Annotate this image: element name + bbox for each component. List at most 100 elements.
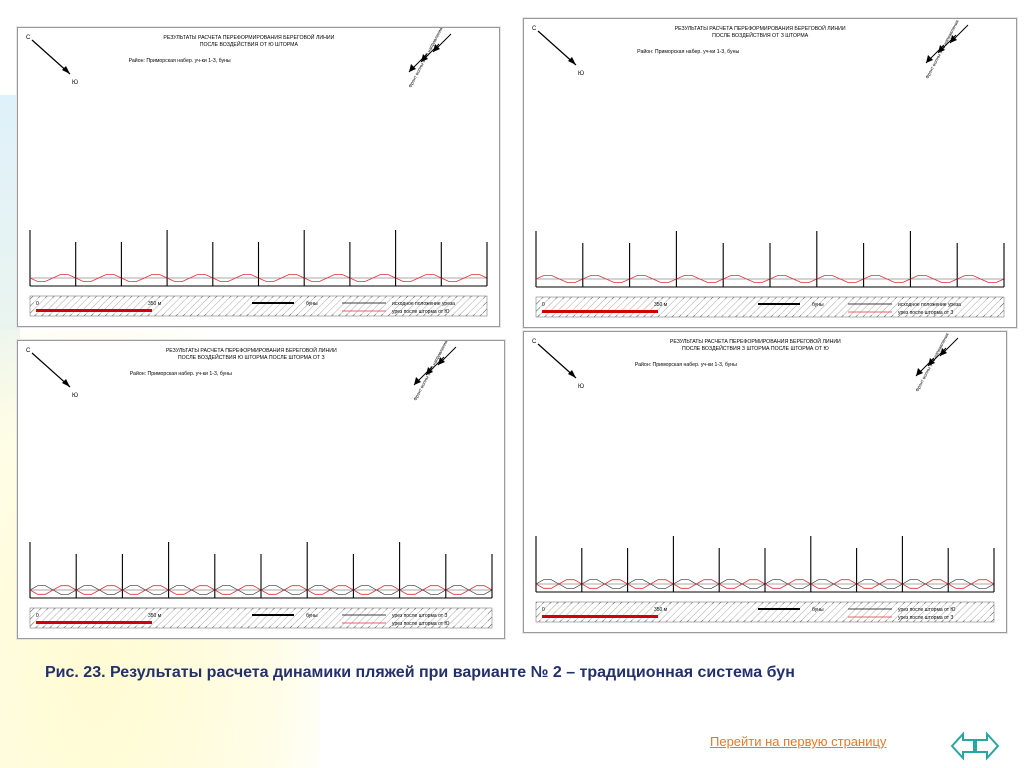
panel-drawing: РЕЗУЛЬТАТЫ РАСЧЕТА ПЕРЕФОРМИРОВАНИЯ БЕРЕ…	[532, 19, 1005, 318]
compass-south-label: Ю	[72, 393, 78, 399]
legend-black-label: урез после шторма от З	[392, 613, 447, 619]
shoreline-black	[856, 579, 903, 589]
wave-direction-arrow-icon	[433, 44, 440, 52]
wave-front-label: Фронт волны от Ю направления	[407, 28, 443, 88]
compass-arrow-icon	[62, 66, 70, 74]
compass-south-label: Ю	[578, 384, 584, 390]
shoreline-red	[676, 275, 724, 283]
scale-end-label: 350 м	[148, 301, 162, 307]
shoreline-black	[581, 579, 628, 589]
shoreline-red	[395, 274, 442, 282]
shoreline-black	[353, 585, 400, 595]
shoreline-black	[122, 585, 169, 595]
scale-end-label: 350 м	[148, 613, 162, 619]
panel-drawing: РЕЗУЛЬТАТЫ РАСЧЕТА ПЕРЕФОРМИРОВАНИЯ БЕРЕ…	[26, 28, 488, 317]
region-label: Район: Приморская набер. уч-ки 1-3, буны	[129, 57, 231, 64]
groins-legend-label: буны	[812, 302, 824, 308]
panel-title: РЕЗУЛЬТАТЫ РАСЧЕТА ПЕРЕФОРМИРОВАНИЯ БЕРЕ…	[166, 346, 337, 354]
scale-bar	[542, 615, 658, 618]
shoreline-black	[29, 585, 77, 595]
region-label: Район: Приморская набер. уч-ки 1-3, буны	[637, 48, 739, 55]
compass-north-label: С	[532, 26, 537, 32]
shoreline-black	[214, 585, 262, 595]
diagram-panel-south-storm: РЕЗУЛЬТАТЫ РАСЧЕТА ПЕРЕФОРМИРОВАНИЯ БЕРЕ…	[17, 27, 500, 327]
panel-drawing: РЕЗУЛЬТАТЫ РАСЧЕТА ПЕРЕФОРМИРОВАНИЯ БЕРЕ…	[26, 341, 493, 629]
groins-legend-label: буны	[306, 613, 318, 619]
shoreline-red	[166, 274, 213, 282]
shoreline-red	[535, 275, 583, 283]
shoreline-black	[673, 579, 720, 589]
panel-subtitle: ПОСЛЕ ВОЗДЕЙСТВИЯ ОТ Ю ШТОРМА	[200, 40, 299, 48]
panel-subtitle: ПОСЛЕ ВОЗДЕЙСТВИЯ З ШТОРМА ПОСЛЕ ШТОРМА …	[682, 344, 829, 352]
shoreline-black	[719, 579, 766, 589]
legend-red-label: урез после шторма от З	[898, 310, 953, 316]
diagram-panel-west-after-south: РЕЗУЛЬТАТЫ РАСЧЕТА ПЕРЕФОРМИРОВАНИЯ БЕРЕ…	[523, 331, 1007, 633]
shoreline-red	[121, 274, 168, 282]
shoreline-red	[75, 274, 122, 282]
shoreline-red	[957, 275, 1005, 283]
wave-direction-arrow-icon	[916, 368, 923, 376]
legend-black-label: урез после шторма от Ю	[898, 607, 955, 613]
compass-arrow-icon	[568, 370, 576, 378]
wave-direction-arrow-icon	[928, 358, 935, 366]
shoreline-black	[948, 579, 995, 589]
panel-title: РЕЗУЛЬТАТЫ РАСЧЕТА ПЕРЕФОРМИРОВАНИЯ БЕРЕ…	[675, 24, 846, 32]
shoreline-red	[816, 275, 864, 283]
panel-title: РЕЗУЛЬТАТЫ РАСЧЕТА ПЕРЕФОРМИРОВАНИЯ БЕРЕ…	[163, 33, 334, 41]
shoreline-red	[863, 275, 911, 283]
first-page-link[interactable]: Перейти на первую страницу	[710, 734, 887, 749]
scale-start-label: 0	[36, 301, 39, 307]
shoreline-black	[445, 585, 493, 595]
navigation-arrows-icon[interactable]	[950, 730, 1000, 762]
groins-legend-label: буны	[812, 607, 824, 613]
wave-direction-arrow-icon	[940, 348, 947, 356]
panel-drawing: РЕЗУЛЬТАТЫ РАСЧЕТА ПЕРЕФОРМИРОВАНИЯ БЕРЕ…	[532, 332, 995, 623]
compass-north-label: С	[26, 35, 31, 41]
wave-front-label: Фронт волны от З направления	[924, 19, 959, 79]
diagram-panel-south-after-west: РЕЗУЛЬТАТЫ РАСЧЕТА ПЕРЕФОРМИРОВАНИЯ БЕРЕ…	[17, 340, 505, 639]
scale-bar	[36, 621, 152, 624]
scale-start-label: 0	[36, 613, 39, 619]
shoreline-black	[535, 579, 582, 589]
groins-legend-label: буны	[306, 301, 318, 307]
shoreline-black	[810, 579, 857, 589]
shoreline-red	[304, 274, 351, 282]
compass-north-label: С	[532, 339, 537, 345]
region-label: Район: Приморская набер. уч-ки 1-3, буны	[130, 370, 232, 377]
panel-subtitle: ПОСЛЕ ВОЗДЕЙСТВИЯ ОТ З ШТОРМА	[712, 31, 809, 39]
wave-direction-arrow-icon	[414, 377, 421, 385]
wave-direction-arrow-icon	[426, 367, 433, 375]
shoreline-red	[769, 275, 817, 283]
wave-direction-arrow-icon	[438, 357, 445, 365]
compass-south-label: Ю	[578, 71, 584, 77]
shoreline-red	[629, 275, 677, 283]
shoreline-black	[260, 585, 308, 595]
legend-black-label: исходное положение уреза	[392, 301, 455, 307]
scale-end-label: 350 м	[654, 607, 668, 613]
compass-south-label: Ю	[72, 80, 78, 86]
figure-caption: Рис. 23. Результаты расчета динамики пля…	[45, 664, 795, 681]
region-label: Район: Приморская набер. уч-ки 1-3, буны	[635, 361, 737, 368]
legend-red-label: урез после шторма от Ю	[392, 309, 449, 315]
scale-start-label: 0	[542, 607, 545, 613]
shoreline-black	[627, 579, 674, 589]
wave-direction-arrow-icon	[926, 55, 933, 63]
shoreline-black	[764, 579, 811, 589]
shoreline-red	[29, 274, 76, 282]
shoreline-red	[910, 275, 958, 283]
scale-bar	[36, 309, 152, 312]
compass-arrow-icon	[62, 379, 70, 387]
shoreline-black	[76, 585, 123, 595]
shoreline-black	[307, 585, 354, 595]
scale-bar	[542, 310, 658, 313]
compass-north-label: С	[26, 348, 31, 354]
wave-front-label: Фронт волны от Ю направления	[412, 341, 448, 401]
legend-red-label: урез после шторма от З	[898, 615, 953, 621]
panel-title: РЕЗУЛЬТАТЫ РАСЧЕТА ПЕРЕФОРМИРОВАНИЯ БЕРЕ…	[670, 337, 841, 345]
shoreline-red	[212, 274, 259, 282]
shoreline-black	[168, 585, 215, 595]
shoreline-red	[258, 274, 305, 282]
shoreline-red	[349, 274, 396, 282]
shoreline-red	[723, 275, 771, 283]
shoreline-red	[441, 274, 488, 282]
